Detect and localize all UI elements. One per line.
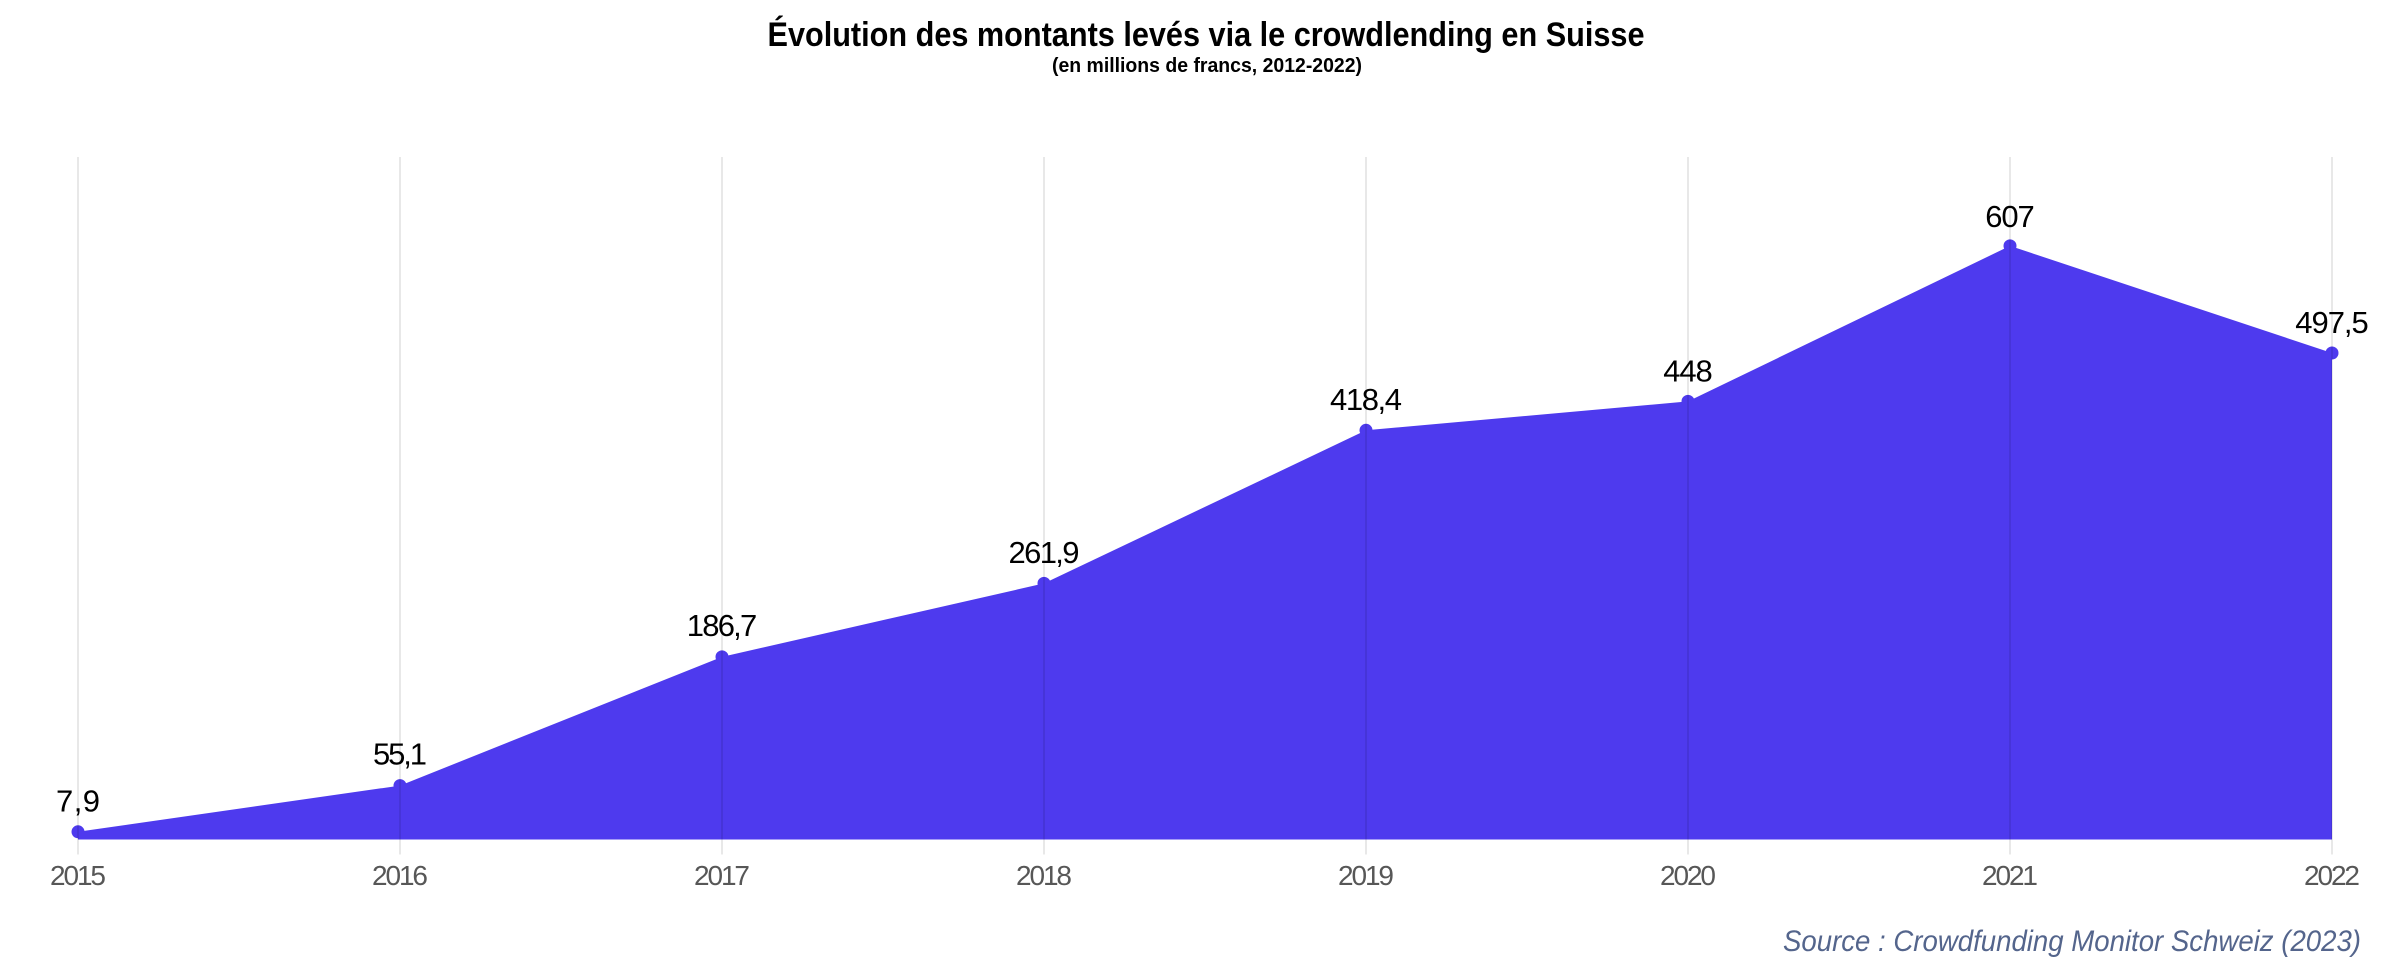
svg-text:418,4: 418,4: [1330, 382, 1402, 417]
svg-text:607: 607: [1985, 199, 2035, 234]
svg-text:2019: 2019: [1338, 860, 1394, 891]
svg-text:261,9: 261,9: [1009, 535, 1080, 570]
svg-text:448: 448: [1663, 353, 1713, 388]
svg-text:2016: 2016: [372, 860, 428, 891]
svg-text:(en millions de francs, 2012-2: (en millions de francs, 2012-2022): [1052, 54, 1362, 77]
svg-text:2021: 2021: [1982, 860, 2038, 891]
svg-text:55,1: 55,1: [373, 737, 427, 772]
svg-text:2018: 2018: [1016, 860, 1072, 891]
svg-text:Source : Crowdfunding Monitor: Source : Crowdfunding Monitor Schweiz (2…: [1783, 925, 2361, 958]
svg-text:2017: 2017: [694, 860, 750, 891]
svg-text:497,5: 497,5: [2295, 305, 2368, 340]
svg-text:2022: 2022: [2304, 860, 2360, 891]
svg-text:7,9: 7,9: [56, 783, 100, 818]
svg-text:Évolution des montants levés v: Évolution des montants levés via le crow…: [768, 16, 1645, 54]
svg-text:186,7: 186,7: [687, 608, 758, 643]
svg-text:2015: 2015: [50, 860, 106, 891]
svg-text:2020: 2020: [1660, 860, 1716, 891]
